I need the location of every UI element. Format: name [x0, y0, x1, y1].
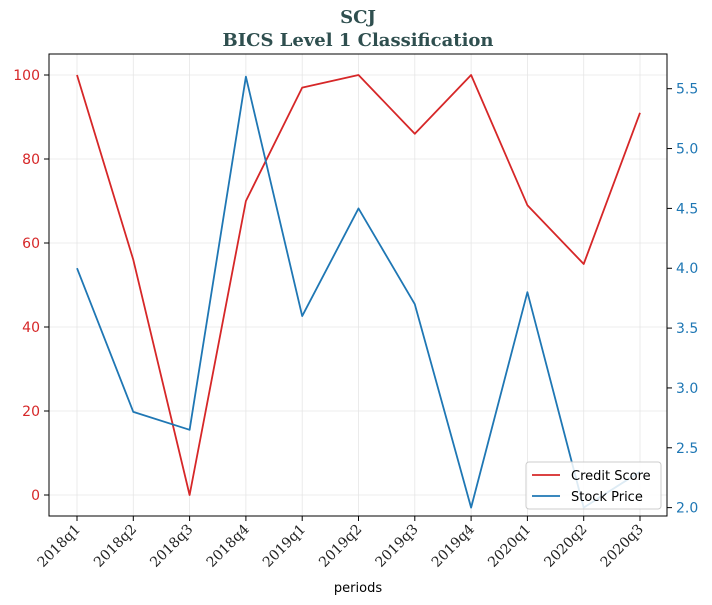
x-tick-label: 2019q1 — [260, 522, 309, 571]
legend: Credit Score Stock Price — [525, 461, 662, 510]
x-tick-label: 2018q2 — [91, 522, 140, 571]
left-tick-label: 60 — [22, 236, 40, 252]
left-tick-label: 80 — [22, 152, 40, 168]
right-axis: 2.0 2.5 3.0 3.5 4.0 4.5 5.0 5.5 — [667, 82, 698, 517]
grid — [49, 54, 667, 516]
right-tick-label: 4.5 — [676, 201, 698, 217]
credit-score-line — [76, 74, 641, 496]
right-tick-label: 2.0 — [676, 501, 698, 517]
x-tick-label: 2020q1 — [485, 522, 534, 571]
x-tick-label: 2020q2 — [541, 522, 590, 571]
left-tick-label: 20 — [22, 404, 40, 420]
x-axis: 2018q1 2018q2 2018q3 2018q4 2019q1 2019q2 2019… — [35, 516, 647, 571]
x-axis-label: periods — [334, 581, 382, 596]
left-tick-label: 0 — [31, 488, 40, 504]
legend-box — [525, 461, 662, 510]
left-tick-label: 40 — [22, 320, 40, 336]
x-tick-label: 2018q4 — [204, 521, 253, 570]
x-tick-label: 2019q2 — [316, 522, 365, 571]
x-tick-label: 2018q1 — [35, 522, 84, 571]
x-tick-label: 2018q3 — [147, 522, 196, 571]
left-axis: 0 20 40 60 80 100 — [13, 68, 49, 504]
x-tick-label: 2019q3 — [372, 522, 421, 571]
right-tick-label: 2.5 — [676, 441, 698, 457]
left-tick-label: 100 — [13, 68, 40, 84]
plot-frame — [48, 53, 668, 517]
stock-price-line — [76, 75, 641, 509]
right-tick-label: 3.5 — [676, 321, 698, 337]
chart-title: SCJ — [340, 7, 376, 28]
series-layer — [76, 74, 641, 509]
right-tick-label: 3.0 — [676, 381, 698, 397]
right-tick-label: 4.0 — [676, 261, 698, 277]
right-tick-label: 5.5 — [676, 82, 698, 98]
x-tick-label: 2019q4 — [429, 521, 478, 570]
legend-label-credit-score: Credit Score — [571, 469, 651, 484]
chart-subtitle: BICS Level 1 Classification — [222, 30, 493, 51]
right-tick-label: 5.0 — [676, 142, 698, 158]
legend-label-stock-price: Stock Price — [571, 490, 643, 505]
x-tick-label: 2020q3 — [598, 522, 647, 571]
